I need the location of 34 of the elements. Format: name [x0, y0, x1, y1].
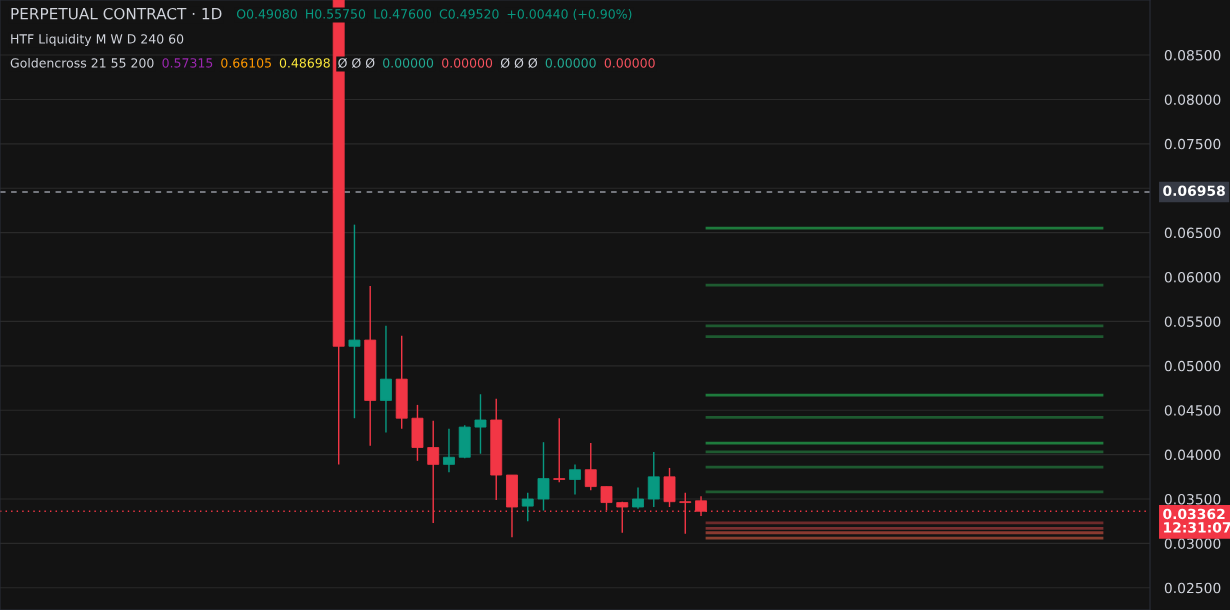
y-tick-label: 0.03500 — [1164, 493, 1221, 505]
y-tick-label: 0.06000 — [1164, 272, 1221, 283]
chart-title: PERPETUAL CONTRACT · 1D — [11, 7, 222, 20]
candlestick — [443, 428, 455, 473]
y-tick-label: 0.08500 — [1164, 50, 1221, 61]
y-tick-label: 0.02500 — [1164, 582, 1221, 594]
annotation: Goldencross 21 55 200 — [10, 57, 154, 68]
annotation: HTF Liquidity M W D 240 60 — [11, 33, 184, 47]
ref-line-label: 0.03362 12:31:07 — [1163, 508, 1230, 533]
y-tick-label: 0.04500 — [1164, 405, 1221, 416]
annotation: 0.00000 — [604, 58, 655, 68]
annotation: 0.57315 — [162, 58, 213, 68]
candlestick — [569, 464, 581, 495]
y-tick-label: 0.05500 — [1164, 316, 1221, 327]
ref-line-label: 0.06958 — [1163, 185, 1225, 196]
annotation: 0.48698 — [279, 58, 330, 68]
y-tick-label: 0.04000 — [1164, 449, 1221, 461]
annotation: Ø Ø Ø — [338, 57, 375, 68]
y-tick-label: 0.06500 — [1164, 227, 1221, 239]
annotation: +0.00440 (+0.90%) — [507, 8, 632, 21]
annotation: 0.00000 — [545, 58, 596, 68]
annotation: 0.00000 — [442, 58, 493, 68]
candlestick — [380, 325, 392, 433]
y-tick-label: 0.08000 — [1164, 94, 1221, 105]
annotation: 0.00000 — [383, 58, 434, 68]
annotation: H0.55750 — [306, 9, 366, 19]
y-tick-label: 0.05000 — [1164, 360, 1221, 372]
annotation: 0.66105 — [221, 58, 271, 68]
y-tick-label: 0.03000 — [1164, 538, 1221, 549]
annotation: C0.49520 — [439, 9, 499, 19]
annotation: O0.49080 — [236, 9, 297, 19]
y-tick-label: 0.07500 — [1164, 138, 1221, 150]
annotation: L0.47600 — [374, 9, 432, 19]
annotation: Ø Ø Ø — [500, 57, 538, 68]
